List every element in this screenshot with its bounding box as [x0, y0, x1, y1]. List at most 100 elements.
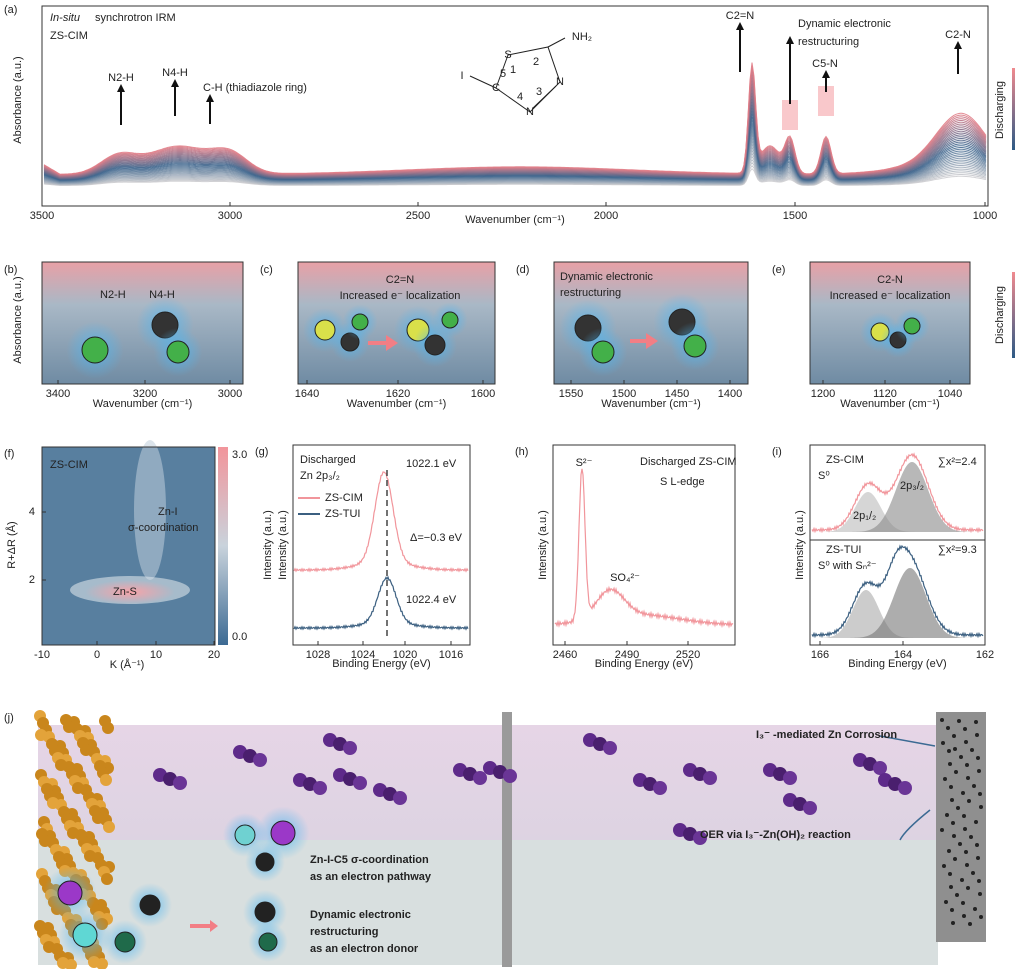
dot [978, 892, 982, 896]
dot [974, 820, 978, 824]
x-tick-label: 1024 [351, 649, 375, 661]
arrow [190, 920, 218, 932]
atom [903, 317, 921, 335]
label: as an electron donor [310, 943, 419, 955]
dot [979, 915, 983, 919]
atom [683, 334, 707, 358]
label: Discharged [300, 454, 356, 466]
axis-label: Wavenumber (cm⁻¹) [840, 398, 940, 410]
molecule-bond [469, 37, 566, 109]
label: Zn-I-C5 σ-coordination [310, 854, 429, 866]
x-tick-label: 3200 [133, 388, 157, 400]
dot [959, 755, 963, 759]
dot [951, 821, 955, 825]
x-tick-label: 1040 [938, 388, 962, 400]
particle [102, 722, 114, 734]
atom-label: C [492, 82, 500, 94]
x-tick-label: 10 [150, 649, 162, 661]
axis-label: K (Å⁻¹) [110, 658, 145, 671]
side-arrow [1012, 68, 1015, 150]
dot [950, 908, 954, 912]
arrow-head [736, 22, 744, 30]
dot [947, 749, 951, 753]
dot [944, 900, 948, 904]
dot [976, 856, 980, 860]
spectrum-curve [554, 468, 734, 629]
x-tick-label: 0 [94, 649, 100, 661]
x-tick-label: 3000 [218, 210, 242, 222]
label: I₃⁻ -mediated Zn Corrosion [756, 729, 897, 741]
particle [63, 721, 75, 733]
axis-label: Binding Energy (eV) [595, 658, 693, 670]
plot-frame [41, 446, 216, 646]
x-tick-label: 1600 [471, 388, 495, 400]
x-tick-label: 1120 [873, 388, 897, 400]
x-tick-label: 1500 [783, 210, 807, 222]
highlight [818, 86, 834, 116]
atom [270, 820, 296, 846]
x-tick-label: 164 [894, 649, 912, 661]
label: C2=N [386, 274, 414, 286]
dot [956, 806, 960, 810]
axis-label: Intensity (a.u.) [277, 510, 289, 580]
dot [941, 741, 945, 745]
legend-label: ZS-TUI [325, 508, 360, 520]
dot [952, 734, 956, 738]
dot [948, 872, 952, 876]
axis-label: Absorbance (a.u.) [12, 56, 24, 143]
x-tick-label: 20 [208, 649, 220, 661]
atom-label: NH₂ [572, 31, 592, 43]
peak-label: N4-H [162, 67, 188, 79]
label: ZS-CIM [50, 30, 88, 42]
spectrum-curve [811, 452, 984, 534]
label: Dynamic electronic [560, 271, 653, 283]
x-tick-label: 1000 [973, 210, 997, 222]
spectrum-curve [293, 471, 469, 573]
molecule-atom [473, 771, 487, 785]
plot-frame [552, 444, 736, 646]
x-tick-label: 3400 [46, 388, 70, 400]
x-tick-label: 2520 [676, 649, 700, 661]
x-tick-label: 1640 [295, 388, 319, 400]
molecule-atom [353, 776, 367, 790]
atom [351, 313, 369, 331]
label: Zn-I [158, 506, 178, 518]
atom [114, 931, 136, 953]
y-tick-label: 2 [29, 574, 35, 586]
label: ZS-CIM [826, 454, 864, 466]
label: N4-H [149, 289, 175, 301]
label: 2p₁/₂ [853, 510, 876, 522]
dot [974, 720, 978, 724]
axis-label: Wavenumber (cm⁻¹) [93, 398, 193, 410]
dot [971, 871, 975, 875]
molecule-atom [253, 753, 267, 767]
label: Discharged ZS-CIM [640, 456, 737, 468]
x-tick-label: 3000 [218, 388, 242, 400]
peak-label: restructuring [798, 36, 859, 48]
axis-label: Wavenumber (cm⁻¹) [601, 398, 701, 410]
arrow [368, 335, 398, 351]
particle [72, 782, 84, 794]
arrow-head [206, 94, 214, 102]
dot [975, 733, 979, 737]
dot [978, 792, 982, 796]
molecule-atom [503, 769, 517, 783]
peak-label: N2-H [108, 72, 134, 84]
molecule-atom [703, 771, 717, 785]
highlight [782, 100, 798, 130]
label: S⁰ [818, 470, 830, 482]
label: Zn 2p₃/₂ [300, 470, 340, 482]
colorbar [218, 447, 228, 645]
label: restructuring [560, 287, 621, 299]
x-tick-label: 166 [811, 649, 829, 661]
dot [943, 777, 947, 781]
atom [255, 852, 275, 872]
x-tick-label: 1400 [718, 388, 742, 400]
label: OER via I₃⁻-Zn(OH)₂ reaction [700, 829, 851, 841]
dot [964, 740, 968, 744]
colorbar-tick: 3.0 [232, 449, 247, 461]
atom [591, 340, 615, 364]
atom-label: S [504, 49, 511, 61]
panel-label: (b) [4, 264, 17, 276]
dot [966, 886, 970, 890]
